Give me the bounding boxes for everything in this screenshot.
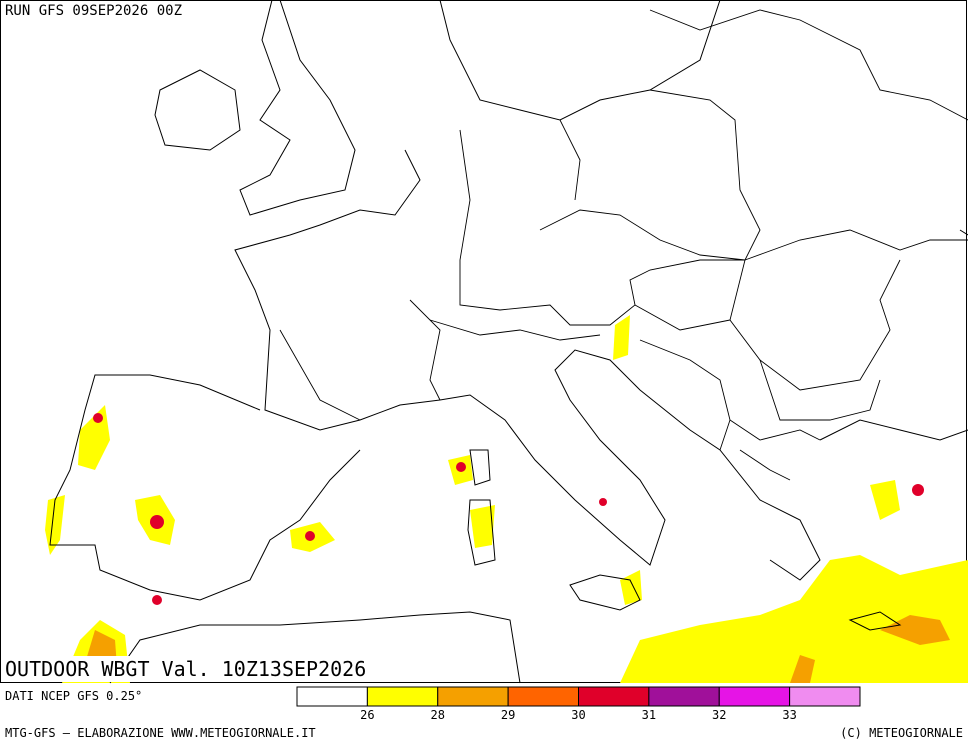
threshold-label: 26 [360,708,374,722]
threshold-label: 30 [571,708,585,722]
threshold-label: 33 [782,708,796,722]
color-box [790,687,860,706]
copyright-label: (C) METEOGIORNALE [840,726,963,740]
threshold-label: 31 [642,708,656,722]
color-box [649,687,719,706]
threshold-label: 28 [431,708,445,722]
field-label: OUTDOOR WBGT Val. 10Z13SEP2026 [5,657,366,681]
credit-label: MTG-GFS – ELABORAZIONE WWW.METEOGIORNALE… [5,726,316,740]
color-box [367,687,437,706]
run-label: RUN GFS 09SEP2026 00Z [5,3,182,19]
threshold-label: 29 [501,708,515,722]
color-box [438,687,508,706]
color-box [297,687,367,706]
color-box [579,687,649,706]
color-box [508,687,578,706]
map: RUN GFS 09SEP2026 00Z OUTDOOR WBGT Val. … [1,0,968,683]
color-box [719,687,789,706]
threshold-label: 32 [712,708,726,722]
source-label: DATI NCEP GFS 0.25° [5,689,142,703]
